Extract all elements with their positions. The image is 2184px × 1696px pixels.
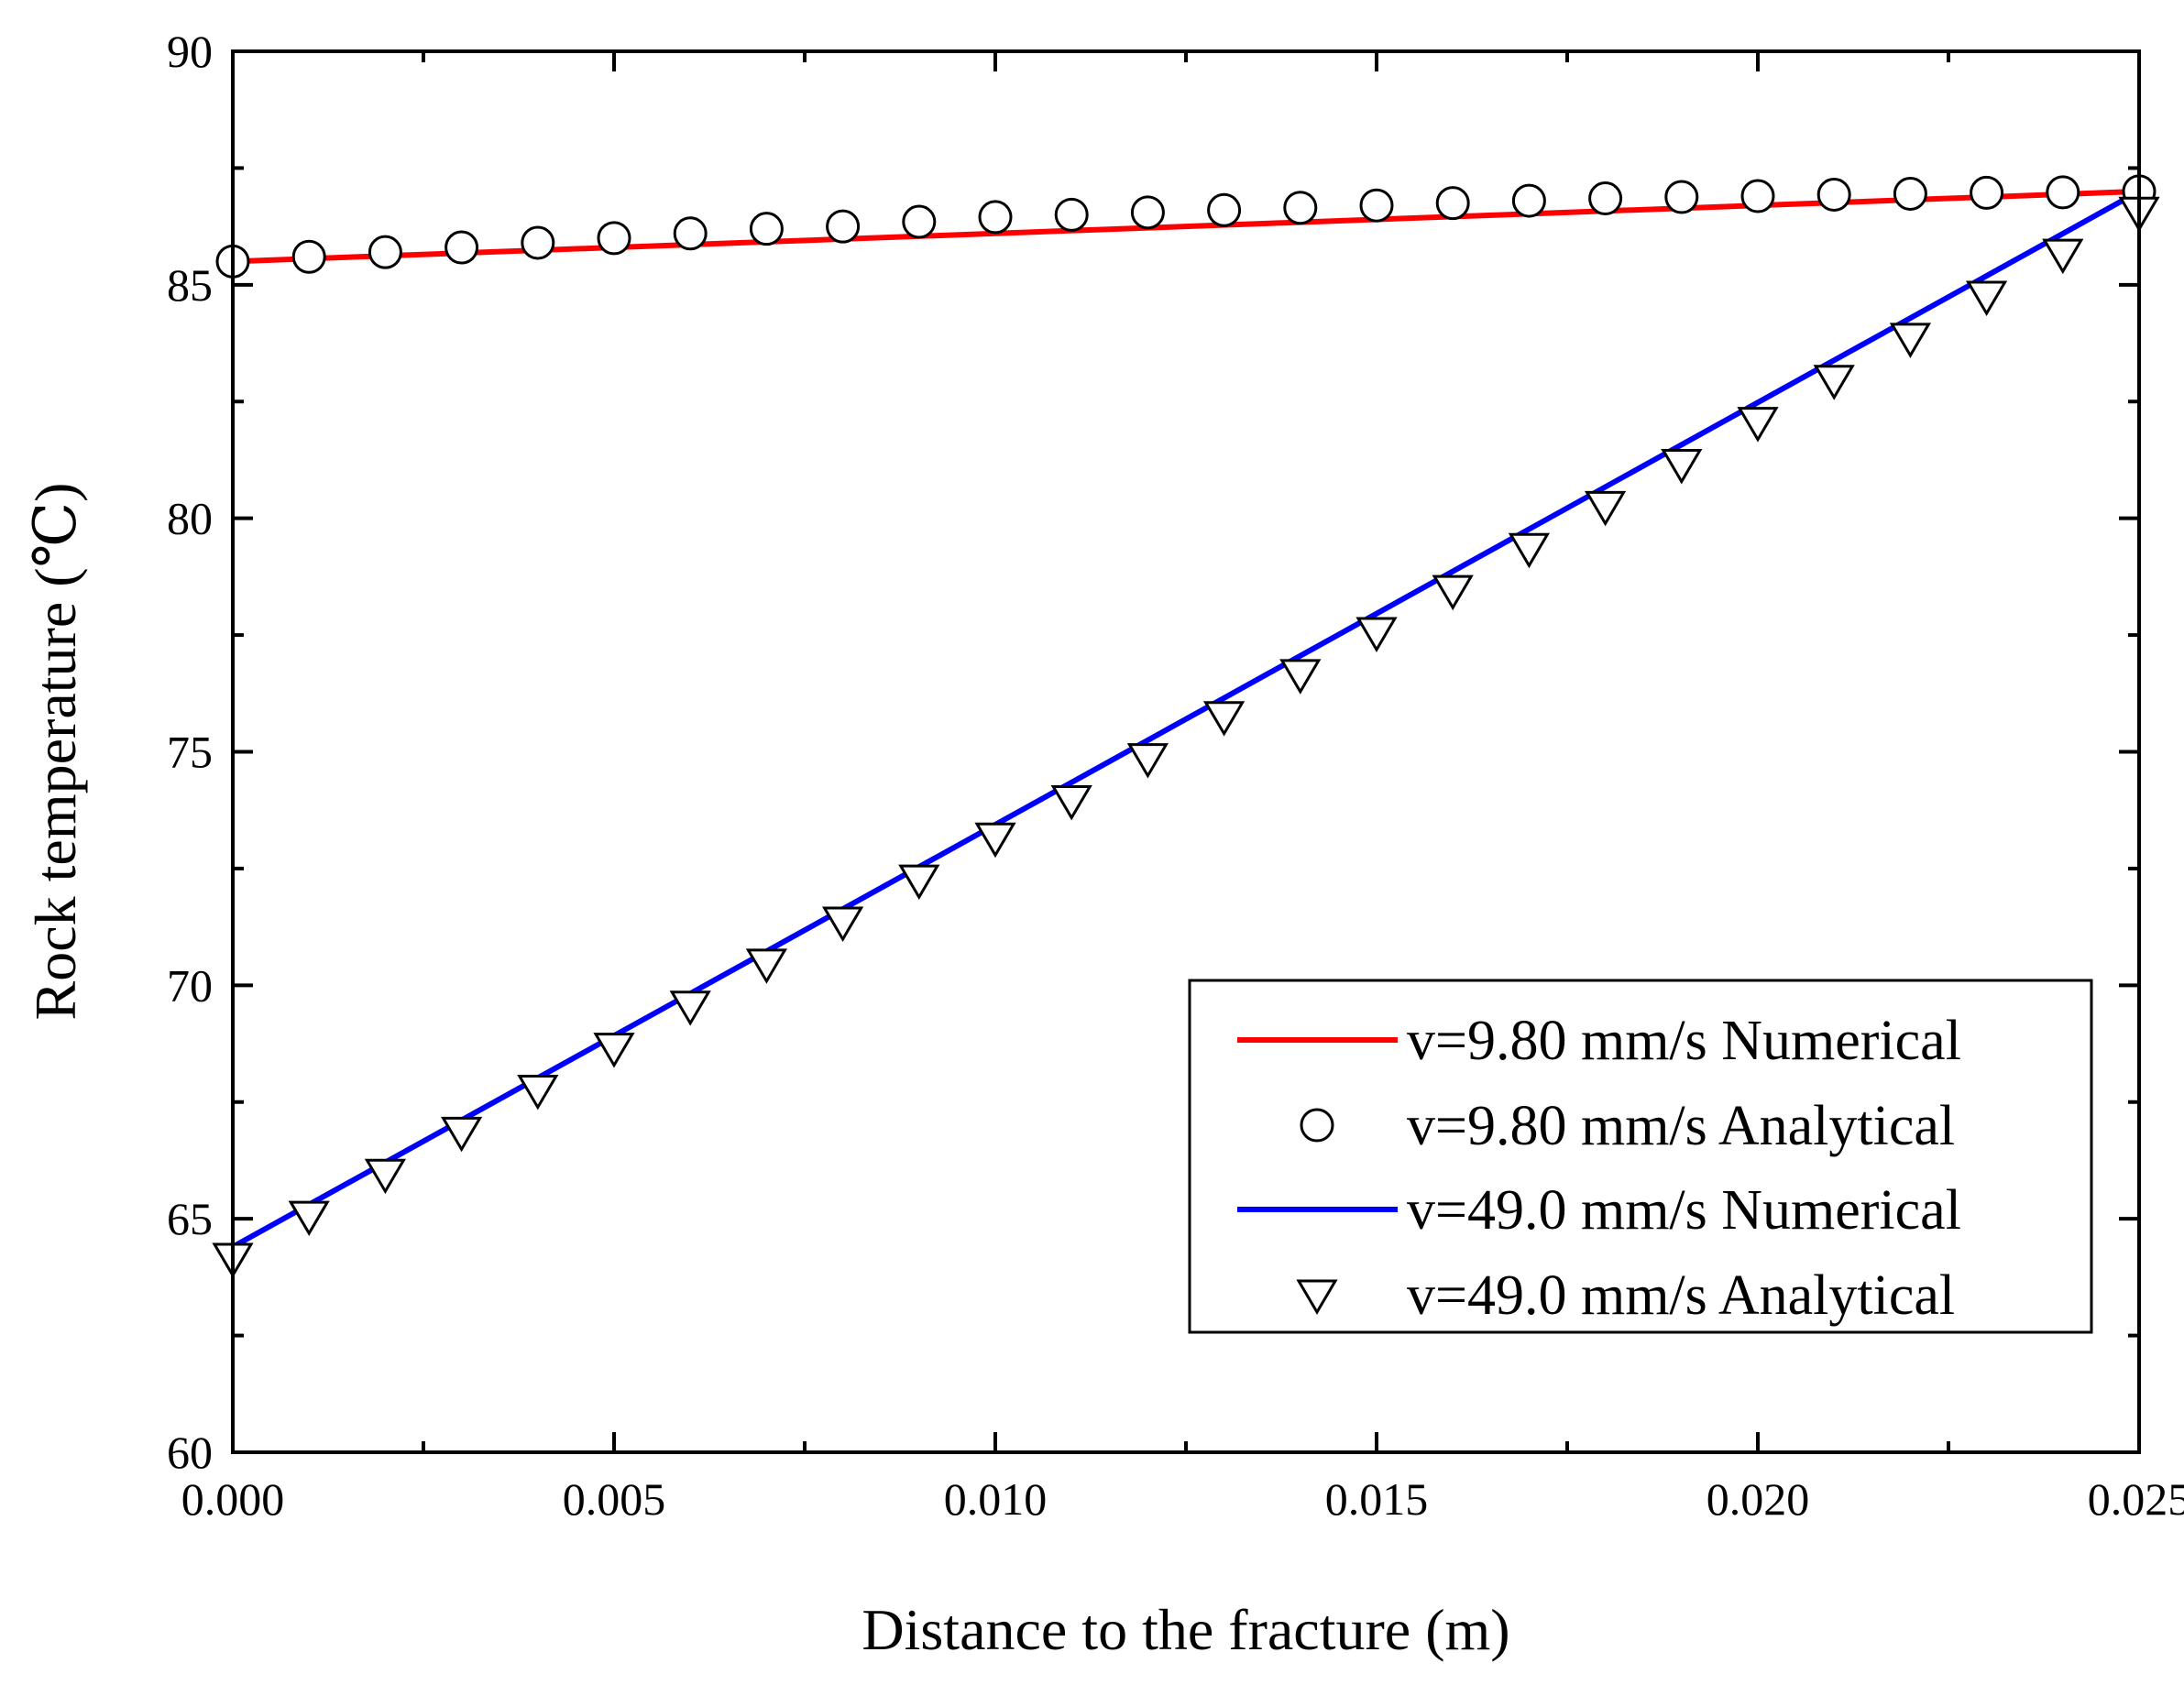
y-tick-label: 60: [167, 1427, 213, 1478]
circle-marker: [1359, 188, 1394, 223]
circle-marker: [291, 239, 326, 274]
circle-marker: [521, 225, 555, 260]
x-tick-label: 0.025: [2088, 1473, 2184, 1525]
circle-marker: [2046, 175, 2080, 210]
triangle-marker: [1737, 407, 1779, 443]
legend-label-1: v=9.80 mm/s Numerical: [1407, 1010, 1961, 1072]
legend-marker-triangle: [1296, 1279, 1338, 1315]
x-tick-label: 0.020: [1707, 1473, 1810, 1525]
x-axis-title: Distance to the fracture (m): [862, 1597, 1509, 1662]
triangle-marker: [974, 822, 1016, 859]
circle-marker: [1664, 180, 1699, 214]
triangle-marker: [1126, 743, 1169, 779]
circle-marker: [1054, 197, 1089, 232]
circle-marker: [368, 235, 402, 269]
triangle-marker: [1661, 449, 1703, 485]
legend: v=9.80 mm/s Numerical v=9.80 mm/s Analyt…: [1188, 979, 2093, 1334]
triangle-marker: [1965, 280, 2008, 316]
legend-label-3: v=49.0 mm/s Numerical: [1407, 1179, 1961, 1242]
triangle-marker: [517, 1074, 559, 1111]
x-tick-label: 0.000: [181, 1473, 285, 1525]
circle-marker: [1130, 195, 1165, 230]
y-tick-label: 65: [167, 1193, 213, 1244]
triangle-marker: [1202, 701, 1246, 737]
y-tick-label: 70: [167, 959, 213, 1011]
circle-marker: [1435, 186, 1470, 221]
triangle-marker: [745, 948, 788, 984]
circle-marker: [597, 221, 631, 256]
triangle-marker: [821, 906, 864, 942]
triangle-marker: [593, 1033, 635, 1068]
tick-labels: 0.000 0.005 0.010 0.015 0.020 0.025 60 65 70 75 80…: [167, 26, 2184, 1525]
triangle-marker: [288, 1200, 330, 1237]
triangle-marker: [364, 1158, 407, 1195]
circle-marker: [673, 216, 708, 251]
triangle-marker: [1432, 574, 1474, 611]
circle-marker: [1893, 176, 1927, 211]
x-tick-label: 0.005: [563, 1473, 666, 1525]
circle-marker: [1207, 192, 1242, 227]
circle-marker: [1588, 181, 1623, 216]
triangle-marker: [1889, 323, 1932, 358]
y-tick-label: 85: [167, 259, 213, 311]
legend-label-4: v=49.0 mm/s Analytical: [1407, 1264, 1955, 1327]
triangle-marker: [1584, 490, 1627, 527]
legend-label-2: v=9.80 mm/s Analytical: [1407, 1095, 1955, 1157]
plot-frame: [231, 49, 2141, 1454]
circle-marker: [1740, 179, 1775, 213]
triangle-marker: [440, 1116, 483, 1153]
y-tick-label: 80: [167, 493, 213, 544]
triangle-marker: [1813, 365, 1855, 400]
y-axis-title: Rock temperature (℃): [23, 483, 88, 1021]
circle-marker: [902, 204, 937, 239]
circle-marker: [1970, 175, 2004, 210]
circle-marker: [1816, 177, 1851, 212]
x-tick-label: 0.010: [944, 1473, 1048, 1525]
x-tick-label: 0.015: [1325, 1473, 1429, 1525]
y-tick-label: 90: [167, 26, 213, 77]
circle-marker: [444, 230, 479, 265]
series-line-0: [232, 188, 2140, 265]
triangle-marker: [1279, 659, 1322, 695]
triangle-marker: [1050, 784, 1092, 821]
triangle-marker: [1355, 617, 1398, 652]
triangle-marker: [669, 990, 711, 1026]
circle-marker: [1511, 183, 1546, 218]
y-tick-label: 75: [167, 727, 213, 778]
triangle-marker: [2042, 238, 2084, 275]
circle-marker: [978, 200, 1013, 235]
legend-marker-circle: [1300, 1108, 1334, 1143]
triangle-marker: [1508, 532, 1551, 569]
circle-marker: [749, 212, 784, 246]
series-layer: [212, 174, 2160, 1278]
circle-marker: [1283, 191, 1318, 225]
circle-marker: [826, 209, 861, 244]
triangle-marker: [898, 864, 940, 901]
